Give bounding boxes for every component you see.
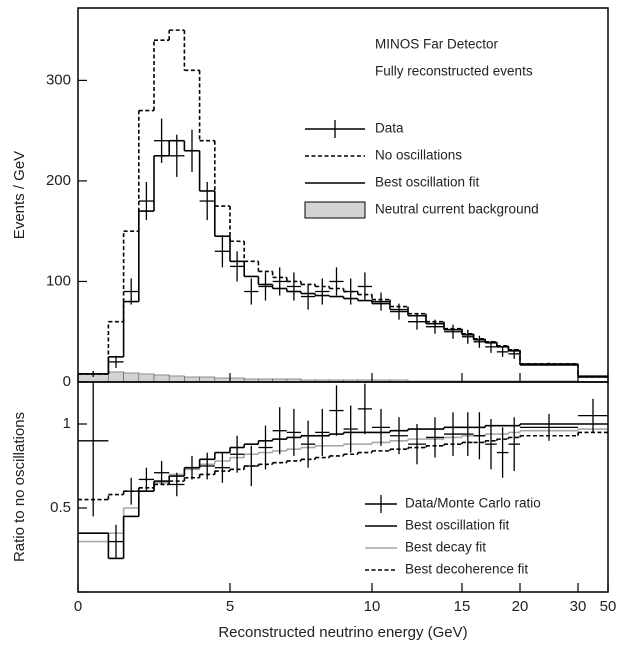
legend-label: Best oscillation fit	[405, 518, 510, 533]
legend-label: Best decay fit	[405, 540, 486, 555]
legend-label: Best decoherence fit	[405, 562, 528, 577]
annotation: MINOS Far Detector	[375, 37, 499, 52]
legend-label: Data/Monte Carlo ratio	[405, 496, 541, 511]
background-area	[138, 373, 155, 382]
x-tick-label: 30	[570, 598, 587, 615]
y-tick-label: 0	[63, 373, 71, 390]
background-area	[168, 375, 185, 382]
legend-label: No oscillations	[375, 148, 462, 163]
background-area	[153, 374, 170, 382]
x-tick-label: 0	[74, 598, 82, 615]
x-tick-label: 20	[512, 598, 529, 615]
bottom-panel	[78, 382, 608, 560]
annotation: Fully reconstructed events	[375, 64, 533, 79]
legend-label: Neutral current background	[375, 202, 539, 217]
background-area	[123, 372, 140, 382]
legend-label: Best oscillation fit	[375, 175, 480, 190]
x-tick-label: 10	[364, 598, 381, 615]
legend-label: Data	[375, 121, 404, 136]
y-tick-label: 200	[46, 172, 71, 189]
y-axis-label: Ratio to no oscillations	[11, 412, 28, 562]
background-area	[199, 376, 216, 382]
y-axis-label: Events / GeV	[11, 151, 28, 239]
x-tick-label: 50	[600, 598, 617, 615]
x-tick-label: 15	[454, 598, 471, 615]
x-axis-label: Reconstructed neutrino energy (GeV)	[218, 624, 467, 641]
y-tick-label: 300	[46, 71, 71, 88]
y-tick-label: 100	[46, 272, 71, 289]
background-area	[108, 371, 124, 382]
y-tick-label: 1	[63, 415, 71, 432]
x-tick-label: 5	[226, 598, 234, 615]
top-panel	[78, 29, 608, 382]
y-tick-label: 0.5	[50, 499, 71, 516]
legend-swatch	[304, 201, 366, 219]
background-area	[184, 376, 200, 382]
bottom-frame	[77, 381, 609, 593]
